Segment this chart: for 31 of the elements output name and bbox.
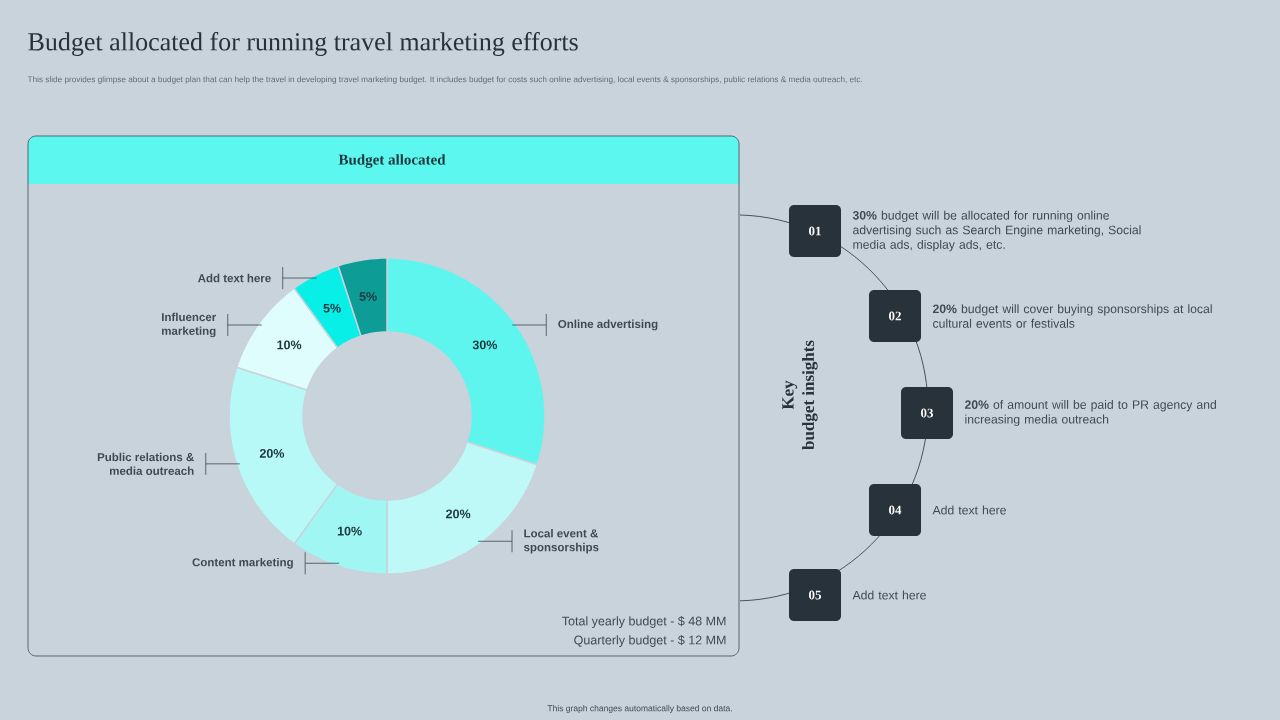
text: Quarterly budget - $ 12 MM <box>574 635 726 647</box>
text: Add text here <box>932 505 1006 515</box>
text: 01 <box>809 226 821 236</box>
text: Key <box>782 380 798 410</box>
data-label: 10% <box>337 526 362 536</box>
text: 04 <box>889 505 902 515</box>
data-label: 10% <box>277 340 302 350</box>
slice-label: Content marketing <box>192 557 293 569</box>
text: 30% budget will be allocated for running online advertising such as Search Engine marketing, Social media ads, display ads, etc. <box>852 210 1141 252</box>
text: 20% budget will cover buying sponsorships at local cultural events or festivals <box>932 304 1212 328</box>
text: 20% of amount will be paid to PR agency and increasing media outreach <box>964 400 1216 426</box>
chart-title: Budget allocated for running travel marketing efforts <box>28 32 578 56</box>
data-label: 5% <box>359 292 377 301</box>
text: 05 <box>809 590 822 600</box>
text: This graph changes automatically based on data. <box>547 705 732 713</box>
slice-label: Influencer marketing <box>162 312 217 338</box>
slice-label: Add text here <box>197 273 271 283</box>
text: budget insights <box>802 340 818 450</box>
text: 02 <box>889 311 901 321</box>
chart-subtitle: This slide provides glimpse about a budget plan that can help the travel in developing travel marketing budget. It includes budget for costs such online advertising, local events & sponsorships, public relations & media outreach, etc. <box>27 76 863 84</box>
text: 03 <box>921 408 934 418</box>
data-label: 20% <box>259 448 285 458</box>
data-label: 5% <box>323 303 341 313</box>
slice-label: Local event & sponsorships <box>523 529 599 554</box>
data-label: 30% <box>472 340 498 350</box>
slice-label: Public relations & media outreach <box>97 452 194 475</box>
text: Total yearly budget - $ 48 MM <box>562 616 726 628</box>
slice-label: Online advertising <box>558 319 658 331</box>
data-label: 20% <box>446 509 471 519</box>
text: Budget allocated <box>338 154 446 168</box>
text: Add text here <box>852 590 926 600</box>
